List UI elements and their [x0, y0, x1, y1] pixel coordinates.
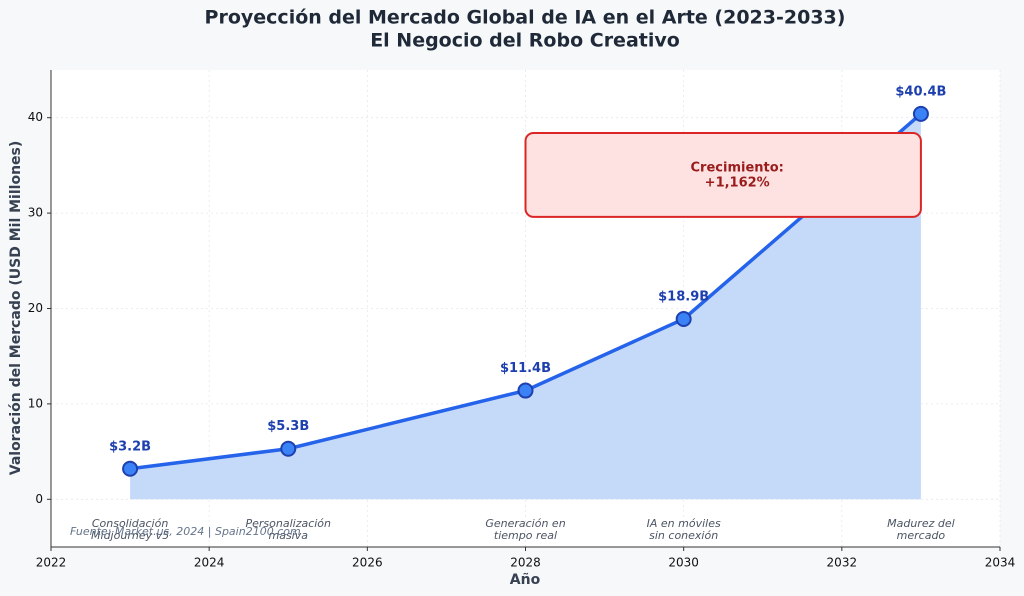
- milestone-label: Consolidación: [92, 517, 169, 530]
- x-tick-label: 2028: [510, 556, 541, 570]
- milestone-label: tiempo real: [494, 529, 557, 542]
- area: [130, 113, 921, 500]
- marker: [517, 382, 534, 399]
- x-tick-label: 2024: [194, 556, 225, 570]
- milestone-label: masiva: [269, 529, 309, 542]
- value-label: $3.2B: [109, 439, 151, 454]
- value-label: $40.4B: [895, 84, 946, 99]
- source-note: Fuente: Market.us, 2024 | Spain2100.com: [70, 525, 301, 538]
- y-tick-label: 10: [28, 396, 43, 410]
- chart-subtitle: El Negocio del Robo Creativo: [370, 30, 680, 52]
- x-axis-label: Año: [510, 572, 541, 588]
- milestone-label: Generación en: [485, 517, 565, 530]
- y-tick-label: 0: [35, 492, 43, 506]
- value-label: $5.3B: [267, 419, 309, 434]
- milestone-label: mercado: [897, 529, 946, 542]
- milestone-label: sin conexión: [649, 529, 718, 542]
- marker: [122, 460, 139, 477]
- y-tick-label: 30: [28, 206, 43, 220]
- marker: [280, 440, 297, 457]
- x-tick-label: 2022: [36, 556, 67, 570]
- chart-title: Proyección del Mercado Global de IA en e…: [205, 7, 846, 29]
- milestone-label: Midjourney v5: [91, 529, 169, 542]
- milestone-label: Madurez del: [887, 517, 955, 530]
- milestone-label: Personalización: [245, 517, 331, 530]
- value-label: $18.9B: [658, 289, 709, 304]
- x-tick-label: 2026: [352, 556, 383, 570]
- annotation-box: [524, 131, 922, 218]
- x-tick-label: 2034: [985, 556, 1016, 570]
- annotation-text: +1,162%: [705, 175, 770, 190]
- x-tick-label: 2030: [668, 556, 699, 570]
- value-label: $11.4B: [500, 361, 551, 376]
- annotation-text: Crecimiento:: [691, 160, 784, 175]
- marker: [912, 105, 929, 122]
- y-tick-label: 20: [28, 301, 43, 315]
- x-tick-label: 2032: [827, 556, 858, 570]
- y-axis-label: Valoración del Mercado (USD Mil Millones…: [8, 141, 24, 476]
- milestone-label: IA en móviles: [647, 517, 721, 530]
- y-tick-label: 40: [28, 110, 43, 124]
- marker: [675, 310, 692, 327]
